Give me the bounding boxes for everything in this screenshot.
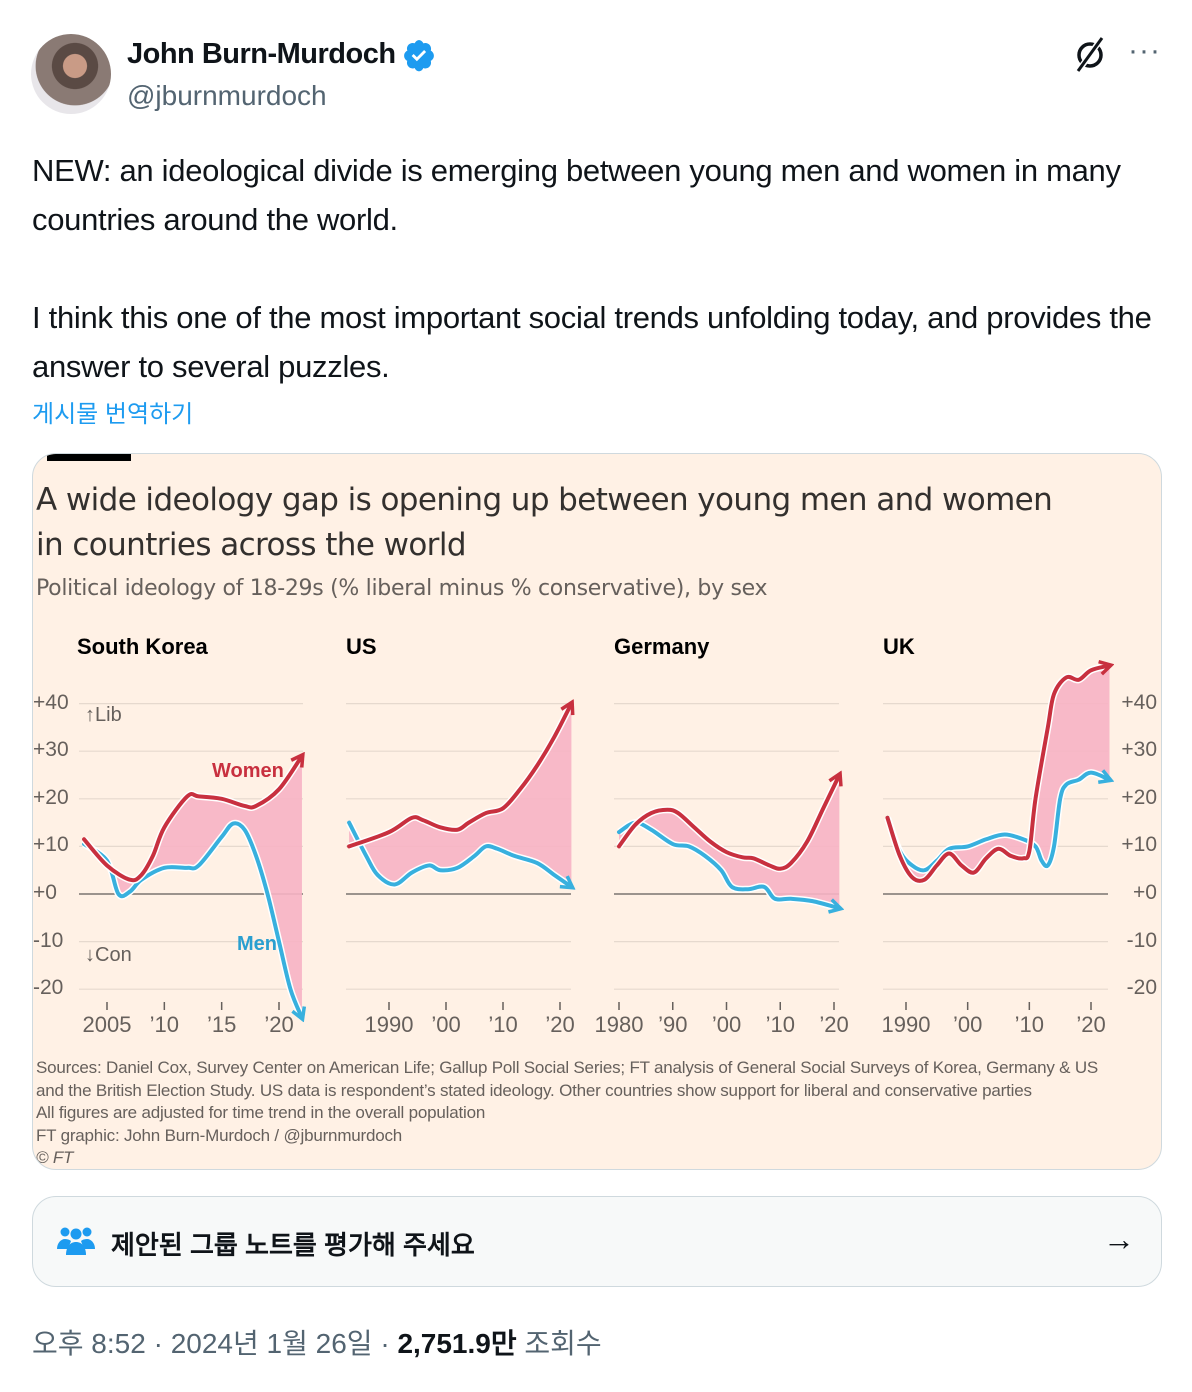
- tweet-text: NEW: an ideological divide is emerging b…: [32, 146, 1162, 391]
- gap-area: [349, 703, 572, 887]
- women-label: Women: [212, 760, 284, 782]
- view-count: 2,751.9만: [397, 1328, 517, 1359]
- x-tick-label: ’20: [819, 1012, 849, 1037]
- x-tick-label: ’10: [765, 1012, 795, 1037]
- y-tick-label: +20: [1121, 785, 1157, 809]
- x-tick-label: ’10: [149, 1012, 180, 1037]
- x-tick-label: ’10: [1014, 1012, 1045, 1037]
- y-tick-label: +10: [1121, 833, 1157, 857]
- x-tick-label: ’00: [431, 1012, 461, 1037]
- x-tick-label: ’90: [658, 1012, 688, 1037]
- women-line: [617, 775, 839, 871]
- more-icon[interactable]: ···: [1128, 34, 1161, 67]
- source-line: All figures are adjusted for time trend …: [36, 1103, 486, 1122]
- x-tick-label: 1980: [594, 1012, 644, 1037]
- men-label: Men: [237, 933, 277, 955]
- x-tick-label: ’15: [206, 1012, 237, 1037]
- con-label: ↓Con: [85, 944, 132, 966]
- women-line: [347, 704, 571, 849]
- x-tick-label: ’00: [711, 1012, 742, 1037]
- x-tick-label: ’10: [488, 1012, 518, 1037]
- source-line: FT graphic: John Burn-Murdoch / @jburnmu…: [36, 1125, 403, 1145]
- source-line: Sources: Daniel Cox, Survey Center on Am…: [36, 1058, 1099, 1077]
- women-line: [885, 666, 1110, 883]
- x-tick-label: ’20: [1076, 1012, 1106, 1037]
- chart-subtitle: Political ideology of 18-29s (% liberal …: [36, 576, 768, 601]
- chart-title: A wide ideology gap is opening up betwee…: [36, 478, 1053, 568]
- copyright: © FT: [36, 1148, 74, 1167]
- x-tick-label: ’20: [264, 1012, 294, 1037]
- x-tick-label: 1990: [881, 1012, 931, 1037]
- panel-title: UK: [883, 634, 915, 659]
- x-tick-label: ’00: [952, 1012, 983, 1037]
- y-tick-label: -10: [1126, 928, 1157, 952]
- grok-icon[interactable]: [1072, 36, 1108, 72]
- y-tick-label: -10: [33, 928, 64, 952]
- x-tick-label: ’20: [545, 1012, 575, 1037]
- y-tick-label: +0: [33, 881, 57, 904]
- tweet-date[interactable]: 2024년 1월 26일: [170, 1328, 373, 1359]
- author-name[interactable]: John Burn-Murdoch: [127, 38, 396, 70]
- women-line: [82, 756, 302, 883]
- men-line-halo: [884, 769, 1111, 874]
- community-notes-prompt[interactable]: 제안된 그룹 노트를 평가해 주세요 →: [32, 1196, 1162, 1287]
- y-tick-label: +10: [33, 833, 69, 857]
- y-tick-label: +30: [33, 738, 69, 762]
- panel-title: Germany: [614, 634, 710, 659]
- y-tick-label: +40: [1121, 690, 1157, 714]
- panel-title: South Korea: [77, 634, 208, 659]
- views-label: 조회수: [524, 1328, 602, 1359]
- separator: ·: [372, 1328, 398, 1359]
- tweet-paragraph: NEW: an ideological divide is emerging b…: [32, 153, 1121, 237]
- y-tick-label: -20: [1126, 976, 1157, 1000]
- men-line: [885, 773, 1110, 873]
- x-tick-label: 2005: [82, 1012, 132, 1037]
- tweet-time[interactable]: 오후 8:52: [32, 1328, 146, 1359]
- men-line: [82, 821, 302, 1018]
- y-tick-label: -20: [33, 976, 64, 1000]
- tweet-paragraph: I think this one of the most important s…: [32, 300, 1152, 384]
- men-line: [617, 820, 839, 909]
- y-tick-label: +30: [1121, 738, 1157, 762]
- ft-brand-bar: [47, 454, 131, 461]
- translate-post-link[interactable]: 게시물 번역하기: [32, 401, 194, 428]
- source-line: and the British Election Study. US data …: [36, 1080, 1032, 1100]
- x-tick-label: 1990: [364, 1012, 414, 1037]
- author-handle[interactable]: @jburnmurdoch: [127, 80, 327, 111]
- lib-label: ↑Lib: [85, 704, 122, 726]
- chart-title-line: A wide ideology gap is opening up betwee…: [36, 482, 1053, 518]
- panel-title: US: [346, 634, 377, 659]
- avatar[interactable]: [31, 34, 111, 114]
- y-tick-label: +0: [1133, 881, 1157, 904]
- y-tick-label: +20: [33, 785, 69, 809]
- tweet-meta: 오후 8:52 · 2024년 1월 26일 · 2,751.9만 조회수: [32, 1322, 602, 1362]
- people-icon: [57, 1227, 95, 1255]
- men-line: [347, 820, 571, 887]
- y-tick-label: +40: [33, 690, 69, 714]
- gap-area: [84, 755, 302, 1018]
- chart-sources: Sources: Daniel Cox, Survey Center on Am…: [36, 1057, 1099, 1169]
- separator: ·: [145, 1328, 171, 1359]
- arrow-right-icon[interactable]: →: [1103, 1221, 1135, 1257]
- gap-area: [619, 775, 840, 909]
- chart-plot: [79, 454, 1162, 1054]
- chart-image[interactable]: A wide ideology gap is opening up betwee…: [32, 453, 1162, 1170]
- community-notes-label: 제안된 그룹 노트를 평가해 주세요: [111, 1230, 475, 1260]
- verified-badge-icon[interactable]: [402, 38, 436, 72]
- chart-title-line: in countries across the world: [36, 527, 467, 563]
